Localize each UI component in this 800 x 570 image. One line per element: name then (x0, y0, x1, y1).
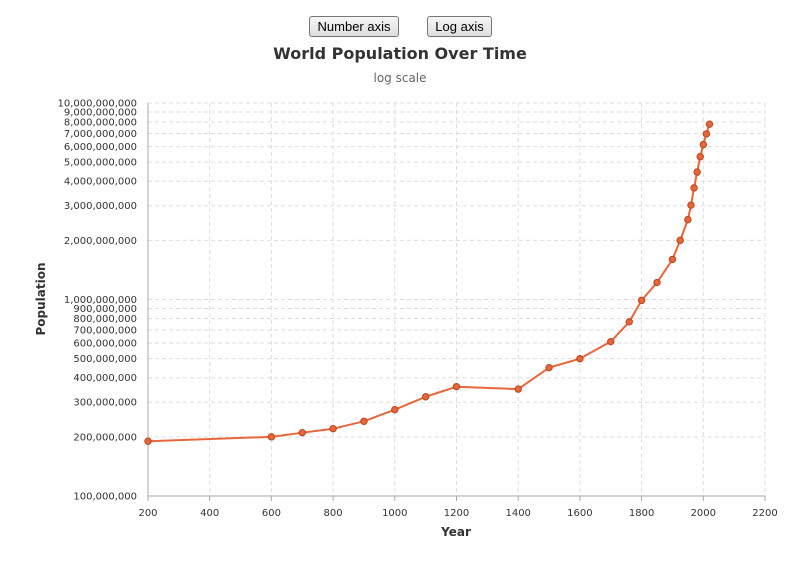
data-point (576, 354, 584, 363)
x-tick-label: 1000 (382, 508, 407, 519)
x-axis-ticks: 200 400 600 800 1000 1200 1400 1600 1800 2000 2200 (138, 496, 778, 519)
series-line (147, 123, 711, 443)
data-point (421, 393, 430, 401)
y-tick-label: 300,000,000 (73, 398, 137, 409)
y-tick-label: 7,000,000,000 (64, 129, 137, 140)
x-axis-label: Year (440, 525, 471, 539)
log-axis-button[interactable]: Log axis (427, 16, 492, 37)
y-axis-label: Population (34, 262, 48, 335)
y-axis-ticks: 100,000,000 200,000,000 300,000,000 400,000… (57, 99, 137, 503)
y-tick-label: 10,000,000,000 (57, 99, 137, 110)
x-tick-label: 200 (138, 508, 157, 519)
data-point (514, 385, 522, 393)
x-tick-label: 400 (200, 508, 219, 519)
data-point (690, 184, 698, 192)
grid-lines (148, 102, 766, 496)
data-point (687, 201, 695, 209)
y-tick-label: 9,000,000,000 (64, 107, 137, 118)
data-point (705, 120, 714, 128)
y-tick-label: 400,000,000 (73, 373, 137, 384)
data-point (298, 428, 306, 437)
data-point (702, 130, 711, 138)
data-point (676, 236, 684, 245)
x-tick-label: 1800 (629, 508, 654, 519)
data-point (693, 168, 701, 176)
data-point (607, 337, 615, 346)
y-tick-label: 800,000,000 (73, 314, 137, 325)
y-tick-label: 100,000,000 (73, 492, 137, 503)
x-tick-label: 2200 (752, 508, 777, 519)
data-point (452, 382, 461, 391)
data-point (696, 152, 704, 161)
y-tick-label: 6,000,000,000 (64, 142, 137, 153)
y-tick-label: 2,000,000,000 (64, 236, 137, 247)
data-point (653, 278, 661, 287)
chart-subtitle: log scale (373, 71, 426, 85)
chart-title: World Population Over Time (273, 44, 527, 63)
number-axis-button[interactable]: Number axis (309, 16, 399, 37)
x-tick-label: 2000 (691, 508, 716, 519)
y-tick-label: 3,000,000,000 (64, 201, 137, 212)
x-tick-label: 1600 (567, 508, 592, 519)
x-tick-label: 1200 (444, 508, 469, 519)
y-tick-label: 4,000,000,000 (64, 177, 137, 188)
x-tick-label: 800 (324, 508, 343, 519)
y-tick-label: 600,000,000 (73, 339, 137, 350)
x-tick-label: 600 (262, 508, 281, 519)
data-point (144, 437, 152, 445)
y-tick-label: 500,000,000 (73, 354, 137, 365)
population-series (144, 120, 714, 445)
data-point (684, 215, 692, 224)
data-point (545, 363, 553, 372)
data-point (391, 405, 399, 414)
y-tick-label: 1,000,000,000 (64, 295, 137, 306)
data-point (625, 318, 633, 326)
y-tick-label: 5,000,000,000 (64, 158, 137, 169)
data-point (637, 296, 646, 305)
y-tick-label: 200,000,000 (73, 432, 137, 443)
data-point (329, 425, 337, 433)
y-tick-label: 8,000,000,000 (64, 118, 137, 129)
axis-toggle-bar: Number axis Log axis (0, 16, 800, 38)
data-point (267, 433, 276, 441)
x-tick-label: 1400 (505, 508, 530, 519)
y-tick-label: 900,000,000 (73, 304, 137, 315)
data-point (699, 140, 707, 149)
y-tick-label: 700,000,000 (73, 325, 137, 336)
data-point (668, 255, 677, 264)
data-point (360, 417, 368, 425)
